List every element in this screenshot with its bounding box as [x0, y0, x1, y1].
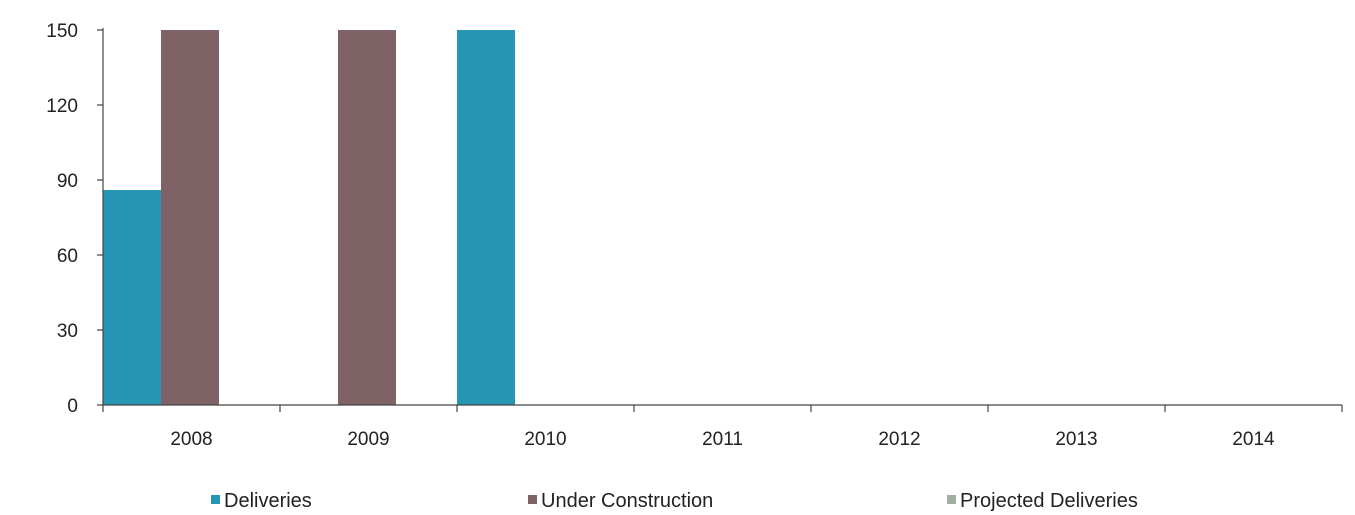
x-tick-label-2013: 2013 — [1055, 429, 1097, 450]
y-tick-label: 120 — [46, 96, 78, 117]
bar-under-construction-2009 — [338, 30, 396, 405]
x-tick-label-2012: 2012 — [878, 429, 920, 450]
y-tick-labels: 0 30 60 90 120 150 — [46, 21, 78, 417]
bar-deliveries-2010 — [457, 30, 515, 405]
y-tick-label: 30 — [57, 321, 78, 342]
y-tick-label: 90 — [57, 171, 78, 192]
legend: Deliveries Under Construction Projected De… — [211, 490, 1138, 512]
legend-swatch-under-construction — [528, 495, 537, 504]
x-tick-label-2010: 2010 — [524, 429, 566, 450]
x-tick-label-2014: 2014 — [1232, 429, 1275, 450]
x-tick-label-2008: 2008 — [170, 429, 212, 450]
y-tick-label: 60 — [57, 246, 78, 267]
y-tick-label: 150 — [46, 21, 78, 42]
bar-under-construction-2008 — [161, 30, 219, 405]
x-tick-label-2009: 2009 — [347, 429, 389, 450]
y-tick-label: 0 — [67, 396, 78, 417]
x-tick-labels: 2008 2009 2010 2011 2012 2013 2014 — [170, 429, 1275, 450]
legend-label-projected-deliveries: Projected Deliveries — [960, 490, 1138, 512]
bars-layer — [103, 30, 515, 405]
legend-label-under-construction: Under Construction — [541, 490, 713, 512]
legend-swatch-deliveries — [211, 495, 220, 504]
x-tick-label-2011: 2011 — [702, 429, 743, 450]
legend-label-deliveries: Deliveries — [224, 490, 312, 512]
bar-deliveries-2008 — [103, 190, 161, 405]
axes-layer — [97, 28, 1343, 412]
legend-swatch-projected-deliveries — [947, 495, 956, 504]
